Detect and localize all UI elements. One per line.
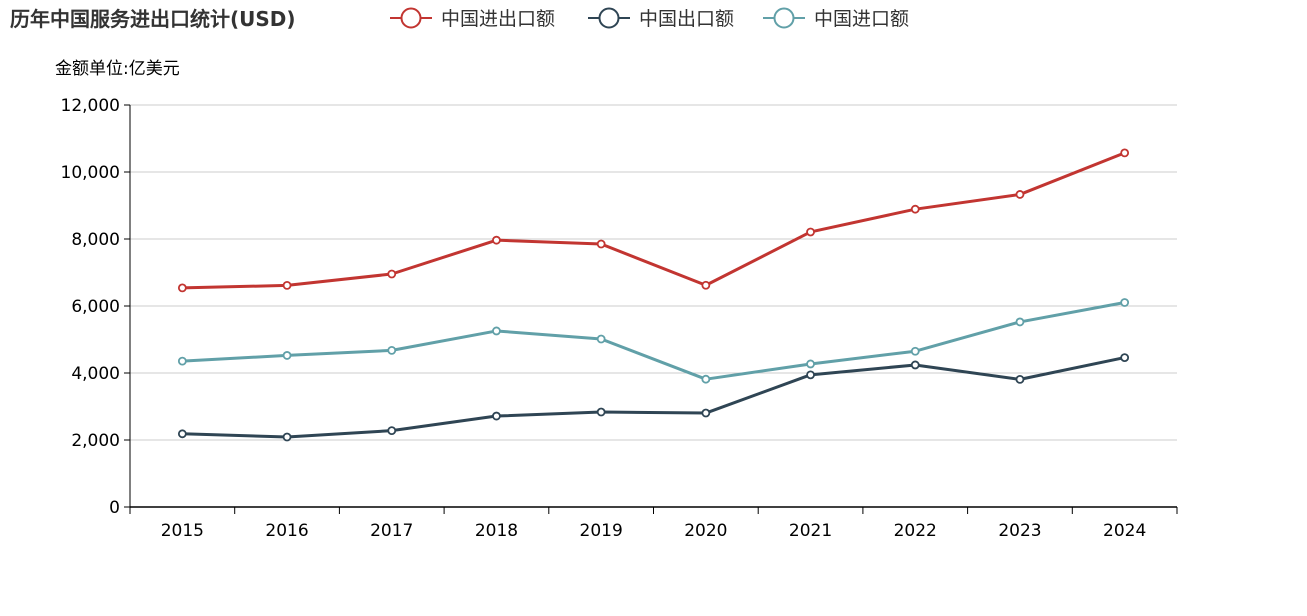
x-tick-label: 2017 [370,521,413,541]
legend-item[interactable]: 中国进口额 [763,7,909,30]
legend-item[interactable]: 中国出口额 [588,7,734,30]
y-tick-label: 12,000 [61,96,120,116]
x-tick-label: 2022 [894,521,937,541]
data-point[interactable] [387,345,397,355]
data-point[interactable] [701,374,711,384]
x-tick-label: 2018 [475,521,518,541]
y-axis: 0 2,000 4,000 6,000 8,000 10,000 12,000 [61,96,131,518]
data-point[interactable] [1015,317,1025,327]
y-tick-label: 10,000 [61,163,120,183]
series-line [180,356,1127,439]
x-tick-label: 2023 [998,521,1041,541]
data-point[interactable] [910,346,920,356]
legend-marker [400,7,422,29]
series-3 [177,298,1130,384]
data-point[interactable] [282,432,292,442]
y-tick-label: 2,000 [71,431,120,451]
y-tick-label: 4,000 [71,364,120,384]
y-tick-label: 8,000 [71,230,120,250]
legend: 中国进出口额 中国出口额 中国进口额 [390,7,909,30]
data-point[interactable] [282,280,292,290]
data-point[interactable] [806,359,815,369]
y-tick-label: 0 [109,498,120,518]
data-point[interactable] [177,356,187,366]
data-point[interactable] [910,360,920,370]
data-point[interactable] [596,407,606,417]
legend-marker [598,7,620,29]
x-tick-label: 2016 [265,521,308,541]
data-point[interactable] [1015,190,1025,199]
series-group [177,148,1130,442]
x-tick-label: 2024 [1103,521,1146,541]
legend-label: 中国出口额 [639,8,734,30]
x-tick-label: 2020 [684,521,727,541]
series-line [180,300,1127,381]
data-point[interactable] [282,351,292,360]
data-point[interactable] [701,408,711,418]
legend-item[interactable]: 中国进出口额 [390,7,555,30]
data-point[interactable] [492,235,501,245]
data-point[interactable] [492,326,501,336]
grid-lines [130,104,1177,441]
series-1 [177,148,1130,293]
data-point[interactable] [806,370,815,380]
data-point[interactable] [177,429,187,439]
data-point[interactable] [177,283,187,293]
y-tick-label: 6,000 [71,297,120,317]
series-line [180,151,1127,290]
data-point[interactable] [1120,148,1130,158]
x-tick-label: 2015 [161,521,204,541]
legend-label: 中国进出口额 [441,8,555,30]
chart-title: 历年中国服务进出口统计(USD) [10,7,296,31]
legend-label: 中国进口额 [814,8,909,30]
data-point[interactable] [1120,298,1130,307]
data-point[interactable] [596,334,606,344]
data-point[interactable] [910,204,920,214]
data-point[interactable] [806,227,815,237]
data-point[interactable] [596,239,606,249]
data-point[interactable] [492,411,501,421]
x-tick-label: 2021 [789,521,832,541]
legend-marker [773,7,795,29]
x-tick-label: 2019 [580,521,623,541]
data-point[interactable] [387,269,397,279]
y-axis-label: 金额单位:亿美元 [55,59,180,79]
data-point[interactable] [1120,353,1130,362]
data-point[interactable] [1015,374,1025,384]
data-point[interactable] [387,426,397,436]
x-axis: 2015 2016 2017 2018 2019 2020 2021 2022 2023 2024 [129,506,1178,541]
series-2 [177,353,1130,442]
data-point[interactable] [701,280,711,290]
